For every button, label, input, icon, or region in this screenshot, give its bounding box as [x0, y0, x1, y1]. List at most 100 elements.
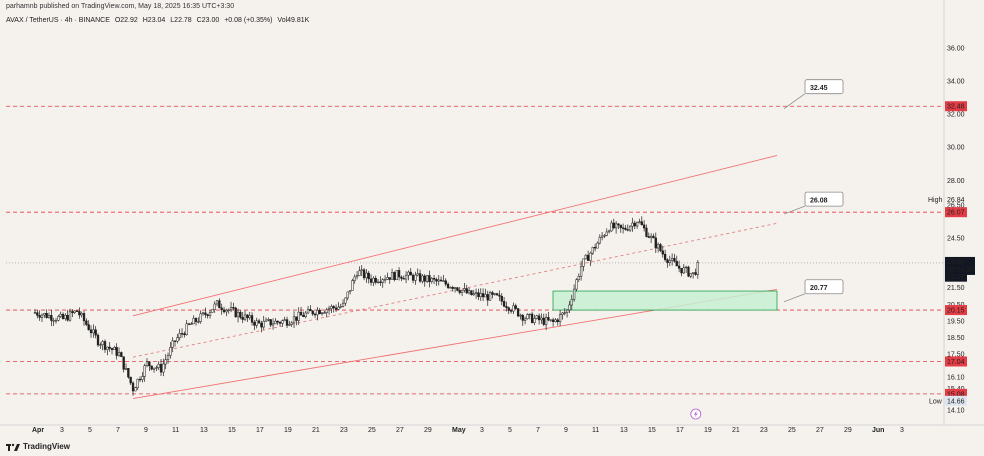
candle-body — [533, 318, 536, 323]
candle-body — [668, 260, 671, 263]
level-label: 17.04 — [947, 359, 965, 366]
candle-body — [61, 313, 65, 319]
candle-body — [691, 272, 695, 274]
candle-body — [430, 277, 433, 282]
candle-body — [416, 273, 419, 276]
candle-body — [52, 320, 55, 322]
candle-body — [145, 361, 149, 366]
candle-body — [166, 355, 170, 360]
x-tick-label: 17 — [256, 427, 264, 434]
candle-body — [577, 276, 580, 280]
candle-body — [138, 378, 142, 381]
candle-body — [565, 309, 569, 313]
candle-body — [458, 290, 461, 293]
candle-body — [617, 223, 620, 226]
candle-body — [619, 224, 622, 229]
candle-body — [208, 312, 212, 316]
candle-body — [218, 300, 221, 309]
candle-body — [460, 289, 464, 293]
candle-body — [106, 346, 109, 350]
candle-body — [624, 227, 627, 230]
candle-body — [369, 278, 373, 283]
candle-body — [593, 246, 597, 249]
candle-body — [589, 252, 592, 261]
candle-body — [71, 311, 74, 313]
candle-body — [264, 319, 268, 322]
low-tag: Low — [929, 398, 943, 405]
candle-body — [449, 287, 452, 289]
x-tick-label: 27 — [816, 427, 824, 434]
candle-body — [390, 272, 394, 280]
low-label-bg — [945, 395, 967, 406]
candle-body — [134, 387, 137, 392]
lightning-glyph — [693, 411, 698, 417]
target-label: 26.08 — [810, 198, 828, 205]
candle-body — [103, 341, 107, 350]
candle-body — [673, 258, 676, 262]
candle-body — [80, 313, 83, 316]
candle-body — [372, 277, 375, 283]
y-tick-label: 32.00 — [947, 112, 965, 119]
candle-body — [246, 314, 249, 319]
support-zone — [552, 290, 778, 311]
candle-body — [607, 230, 611, 233]
candle-body — [194, 318, 198, 323]
candle-body — [120, 352, 123, 357]
candle-body — [484, 294, 487, 298]
symbol-name[interactable]: AVAX / TetherUS · 4h · BINANCE — [6, 17, 110, 24]
candle-body — [206, 314, 209, 316]
candle-body — [157, 363, 160, 368]
candle-body — [169, 347, 172, 356]
candle-body — [696, 261, 699, 275]
candle-body — [605, 231, 608, 236]
level-label-bg — [945, 388, 967, 399]
candle-body — [598, 236, 601, 244]
candle-body — [663, 253, 667, 260]
candle-body — [568, 304, 571, 311]
candle-body — [271, 323, 275, 326]
current-price-label-bg — [945, 256, 975, 275]
candle-body — [579, 266, 583, 277]
candle-body — [339, 306, 342, 308]
candle-body — [129, 376, 132, 384]
candle-body — [563, 312, 566, 314]
candle-body — [325, 309, 328, 313]
candle-body — [610, 222, 613, 232]
change-value: +0.08 (+0.35%) — [224, 17, 273, 24]
level-label-bg — [945, 356, 967, 367]
volume-value: Vol49.81K — [277, 17, 310, 24]
candle-body — [509, 310, 513, 312]
candle-body — [178, 333, 181, 338]
candle-body — [628, 225, 632, 231]
x-tick-label: 27 — [396, 427, 404, 434]
candle-body — [684, 266, 688, 269]
target-pointer — [783, 93, 806, 109]
candle-body — [143, 365, 146, 377]
high-label: 26.84 — [947, 197, 965, 204]
candle-body — [311, 310, 314, 315]
candle-body — [351, 280, 354, 291]
x-tick-label: 15 — [228, 427, 236, 434]
candle-body — [45, 313, 48, 318]
candle-body — [173, 340, 177, 342]
candle-body — [446, 283, 450, 288]
candle-body — [621, 227, 625, 229]
candle-body — [465, 288, 468, 294]
x-tick-label: Apr — [32, 427, 44, 434]
target-label: 20.77 — [810, 285, 828, 292]
candle-body — [110, 348, 114, 351]
candle-body — [199, 313, 202, 322]
x-tick-label: 19 — [284, 427, 292, 434]
candle-body — [635, 222, 639, 227]
y-tick-label: 30.00 — [947, 145, 965, 152]
x-tick-label: 15 — [648, 427, 656, 434]
candle-body — [451, 287, 454, 289]
level-lines-layer — [6, 105, 943, 395]
footer[interactable]: TradingView — [6, 442, 70, 451]
candle-body — [409, 271, 412, 276]
level-label: 20.15 — [947, 308, 965, 315]
candle-body — [491, 292, 494, 295]
current-price-label: 23.00 — [947, 259, 965, 266]
candle-body — [656, 244, 660, 249]
